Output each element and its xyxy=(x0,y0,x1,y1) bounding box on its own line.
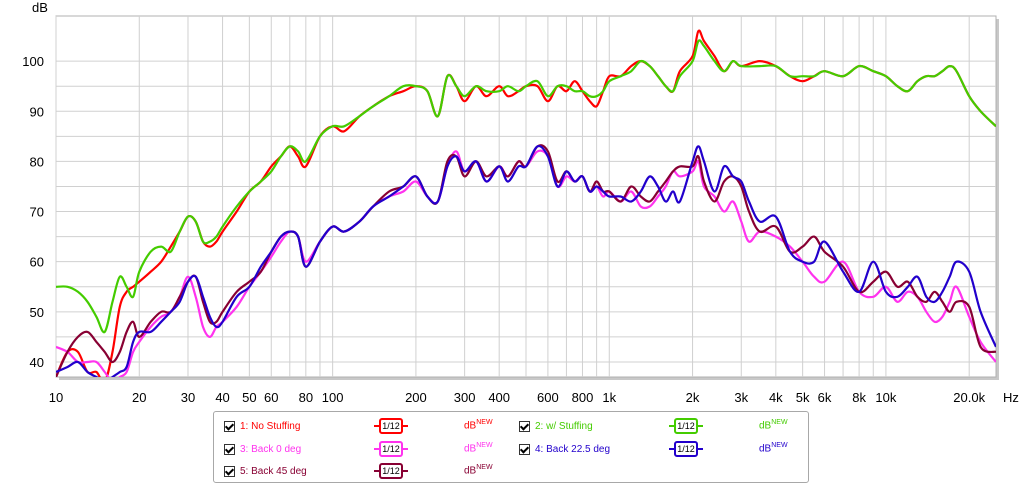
x-tick-label: 60 xyxy=(264,390,278,405)
x-tick-label: 20 xyxy=(132,390,146,405)
db-new-link[interactable]: dBNEW xyxy=(759,442,788,454)
y-tick-label: 100 xyxy=(22,54,44,69)
x-tick-labels: 10 20 30 40 50 60 80 100 200 300 400 600 800 1k 2k 3k 4k… xyxy=(49,390,986,405)
legend-label: 2: w/ Stuffing xyxy=(535,420,593,432)
db-label: dB xyxy=(464,420,477,432)
y-axis-label: dB xyxy=(32,0,48,15)
frequency-response-chart: 10 20 30 40 50 60 80 100 200 300 400 600 800 1k 2k 3k 4k… xyxy=(22,0,1019,405)
series-line xyxy=(56,39,996,334)
db-new-link[interactable]: dBNEW xyxy=(759,419,788,431)
legend-label: 1: No Stuffing xyxy=(240,420,301,432)
x-tick-label: 2k xyxy=(686,390,700,405)
y-tick-label: 90 xyxy=(30,104,44,119)
legend-item: 5: Back 45 deg xyxy=(224,462,307,480)
x-tick-label: 5k xyxy=(796,390,810,405)
smoothing-label: 1/12 xyxy=(379,463,403,479)
series-lines xyxy=(56,29,996,377)
db-label: dB xyxy=(464,443,477,455)
x-tick-label: 1k xyxy=(602,390,616,405)
db-new-sup: NEW xyxy=(771,419,788,426)
legend-item: 2: w/ Stuffing xyxy=(519,417,593,435)
y-tick-label: 80 xyxy=(30,154,44,169)
y-tick-label: 50 xyxy=(30,305,44,320)
x-tick-label: 8k xyxy=(852,390,866,405)
x-tick-label: 4k xyxy=(769,390,783,405)
series-line xyxy=(56,144,996,377)
smoothing-label: 1/12 xyxy=(674,418,698,434)
legend-item: 4: Back 22.5 deg xyxy=(519,440,610,458)
legend-label: 4: Back 22.5 deg xyxy=(535,443,611,455)
db-label: dB xyxy=(759,420,772,432)
x-tick-label: 300 xyxy=(454,390,476,405)
legend: 1: No Stuffing 1/12 dBNEW 2: w/ Stuffing 1/1… xyxy=(213,411,809,483)
db-new-link[interactable]: dBNEW xyxy=(464,419,493,431)
x-tick-label: 30 xyxy=(181,390,195,405)
db-new-link[interactable]: dBNEW xyxy=(464,464,493,476)
db-new-sup: NEW xyxy=(476,442,493,449)
legend-item: 3: Back 0 deg xyxy=(224,440,301,458)
db-label: dB xyxy=(759,443,772,455)
legend-checkbox[interactable] xyxy=(519,443,530,455)
legend-checkbox[interactable] xyxy=(224,465,235,477)
x-tick-label: 200 xyxy=(405,390,427,405)
legend-checkbox[interactable] xyxy=(224,443,235,455)
legend-label: 5: Back 45 deg xyxy=(240,465,307,477)
db-label: dB xyxy=(464,465,477,477)
x-axis-unit: Hz xyxy=(1003,390,1019,405)
smoothing-button[interactable]: 1/12 xyxy=(669,441,703,457)
legend-checkbox[interactable] xyxy=(224,420,235,432)
x-tick-label: 100 xyxy=(322,390,344,405)
x-tick-label: 400 xyxy=(488,390,510,405)
x-tick-label: 20.0k xyxy=(953,390,985,405)
x-tick-label: 50 xyxy=(242,390,256,405)
x-tick-label: 800 xyxy=(572,390,594,405)
smoothing-button[interactable]: 1/12 xyxy=(374,441,408,457)
x-tick-label: 6k xyxy=(818,390,832,405)
smoothing-button[interactable]: 1/12 xyxy=(374,418,408,434)
x-tick-label: 3k xyxy=(734,390,748,405)
x-tick-label: 10k xyxy=(875,390,896,405)
db-new-link[interactable]: dBNEW xyxy=(464,442,493,454)
y-tick-label: 70 xyxy=(30,205,44,220)
vertical-gridlines xyxy=(55,16,970,377)
y-tick-labels: 40 50 60 70 80 90 100 xyxy=(22,54,44,370)
smoothing-label: 1/12 xyxy=(379,418,403,434)
smoothing-label: 1/12 xyxy=(674,441,698,457)
x-tick-label: 600 xyxy=(537,390,559,405)
db-new-sup: NEW xyxy=(476,419,493,426)
legend-item: 1: No Stuffing xyxy=(224,417,300,435)
legend-checkbox[interactable] xyxy=(519,420,530,432)
smoothing-button[interactable]: 1/12 xyxy=(374,463,408,479)
x-tick-label: 80 xyxy=(299,390,313,405)
db-new-sup: NEW xyxy=(476,464,493,471)
y-tick-label: 40 xyxy=(30,355,44,370)
smoothing-label: 1/12 xyxy=(379,441,403,457)
x-tick-label: 10 xyxy=(49,390,63,405)
x-tick-label: 40 xyxy=(215,390,229,405)
db-new-sup: NEW xyxy=(771,442,788,449)
legend-label: 3: Back 0 deg xyxy=(240,443,302,455)
smoothing-button[interactable]: 1/12 xyxy=(669,418,703,434)
y-tick-label: 60 xyxy=(30,255,44,270)
